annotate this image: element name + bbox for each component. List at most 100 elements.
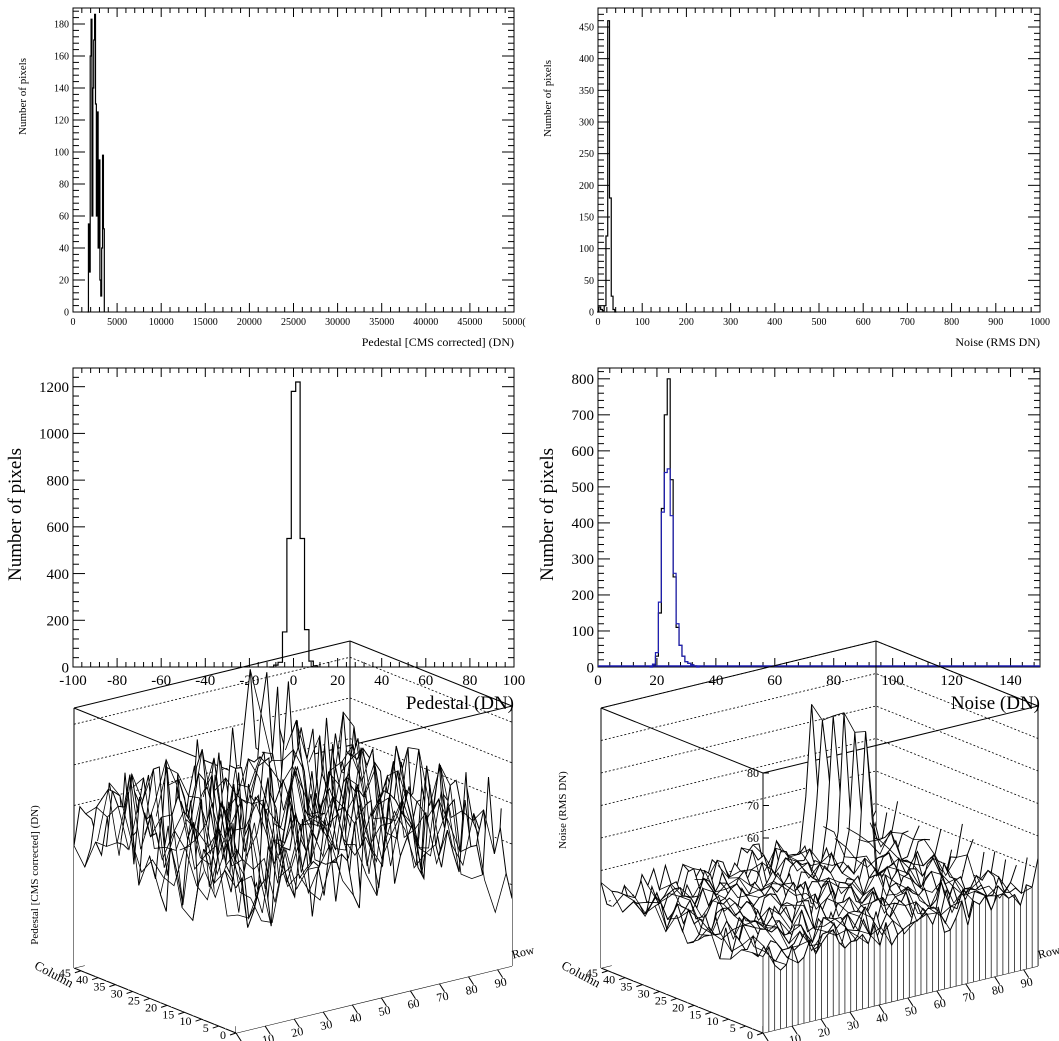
y-tick-label: 100 xyxy=(579,244,594,255)
x-tick-label: 900 xyxy=(988,317,1003,328)
x-tick-label: -100 xyxy=(59,673,87,689)
y-tick-label: 60 xyxy=(59,212,69,223)
row-tick-label: 90 xyxy=(1019,975,1034,991)
row-tick-label: 30 xyxy=(846,1017,861,1033)
surface-column-line xyxy=(776,840,939,923)
surface-column-line xyxy=(132,777,296,914)
column-tick-label: 0 xyxy=(747,1028,753,1041)
surface-column-line xyxy=(261,751,425,879)
row-tick xyxy=(994,976,1001,985)
column-tick xyxy=(756,1032,764,1036)
surface-column-line xyxy=(343,770,507,914)
z-gridline xyxy=(73,738,513,806)
row-tick xyxy=(907,997,914,1007)
y-tick-label: 700 xyxy=(572,408,595,424)
surface-column-line xyxy=(788,848,951,931)
row-tick xyxy=(467,976,475,985)
surface-row-fill xyxy=(236,777,512,1033)
surface-row-line xyxy=(719,851,996,959)
surface-column-line xyxy=(846,827,1010,901)
y-tick-label: 300 xyxy=(572,552,595,568)
row-tick-label: 90 xyxy=(493,975,508,991)
column-tick-label: 15 xyxy=(162,1007,174,1021)
z-tick-label: 60 xyxy=(747,831,759,845)
y-tick-label: 0 xyxy=(587,660,595,676)
row-tick-label: 70 xyxy=(435,989,450,1005)
chart-pedestal-map: -15-10-505100102030405060708090051015202… xyxy=(29,640,536,1041)
column-tick xyxy=(74,970,82,974)
column-tick xyxy=(195,1018,202,1022)
chart-pedestal-raw: 0 5000 10000 15000 20000 25000 30000 35000 40000… xyxy=(17,7,526,349)
surface-column-line xyxy=(636,893,799,964)
y-tick-label: 140 xyxy=(54,84,69,95)
row-tick-label: 0 xyxy=(762,1039,771,1041)
column-tick-label: 5 xyxy=(730,1021,736,1035)
surface-column-line xyxy=(600,882,764,960)
column-tick xyxy=(601,970,609,974)
chart-noise-map: 1020304050607080010203040506070809005101… xyxy=(557,640,1059,1041)
x-tick-label: 25000 xyxy=(281,317,306,328)
surface-column-line xyxy=(612,893,776,966)
surface-column-line xyxy=(238,756,401,888)
x-tick-label: 100 xyxy=(881,673,904,689)
x-tick-label: 20000 xyxy=(237,317,262,328)
x-tick-label: 20 xyxy=(330,673,345,689)
y-tick-label: 400 xyxy=(579,54,594,65)
y-tick-label: 300 xyxy=(579,118,594,129)
surface-row-fill xyxy=(763,858,1038,1033)
x-tick-label: 40 xyxy=(374,673,389,689)
column-tick-label: 0 xyxy=(220,1028,226,1041)
surface-column-line xyxy=(214,757,378,896)
y-tick-label: 100 xyxy=(572,624,595,640)
x-tick-label: 10000 xyxy=(149,317,174,328)
row-tick-label: 60 xyxy=(406,996,421,1012)
column-tick-label: 40 xyxy=(76,973,88,987)
chart-noise-raw: 0 100 200 300 400 500 600 700 800 900 1000 0 50 100 15… xyxy=(542,7,1050,349)
y-tick-label: 600 xyxy=(47,520,70,536)
y-tick-label: 350 xyxy=(579,86,594,97)
surface-column-line xyxy=(97,774,260,919)
surface-column-line xyxy=(741,847,904,936)
x-tick-label: 0 xyxy=(71,317,76,328)
row-tick xyxy=(878,1004,885,1014)
surface-column-line xyxy=(273,766,436,869)
x-tick-label: 600 xyxy=(856,317,871,328)
y-tick-label: 50 xyxy=(584,276,594,287)
y-tick-label: 40 xyxy=(59,244,69,255)
y-tick-label: 800 xyxy=(47,473,70,489)
y-tick-label: 80 xyxy=(59,180,69,191)
back-top-edge xyxy=(73,640,351,709)
y-axis-label: Number of pixels xyxy=(5,448,26,581)
column-tick xyxy=(178,1011,185,1015)
surface-column-line xyxy=(85,796,249,928)
surface-column-line xyxy=(202,757,366,879)
x-tick-label: 5000 xyxy=(107,317,127,328)
surface-column-line xyxy=(694,879,857,941)
y-tick-label: 0 xyxy=(64,308,69,319)
row-tick-label: 50 xyxy=(377,1003,392,1019)
x-tick-label: -80 xyxy=(107,673,127,689)
column-tick-label: 35 xyxy=(620,980,632,994)
row-tick-label: 60 xyxy=(933,996,948,1012)
column-tick-label: 10 xyxy=(180,1014,192,1028)
surface-column-line xyxy=(226,757,389,869)
y-tick-label: 0 xyxy=(62,660,70,676)
y-tick-label: 120 xyxy=(54,116,69,127)
y-tick-label: 450 xyxy=(579,23,594,34)
column-tick-label: 30 xyxy=(111,987,123,1001)
y-tick-label: 400 xyxy=(47,567,70,583)
surface-column-line xyxy=(308,734,472,853)
row-tick-label: 70 xyxy=(961,989,976,1005)
column-tick-label: 20 xyxy=(145,1000,157,1014)
row-tick-label: 40 xyxy=(875,1010,890,1026)
x-tick-label: -60 xyxy=(151,673,171,689)
y-tick-label: 200 xyxy=(47,614,70,630)
column-axis-label: Column xyxy=(32,958,76,991)
y-tick-label: 0 xyxy=(589,308,594,319)
row-tick-label: 10 xyxy=(261,1031,276,1041)
x-tick-label: 20 xyxy=(649,673,664,689)
column-tick xyxy=(160,1004,168,1008)
row-axis-label: Row xyxy=(1036,943,1059,962)
column-tick xyxy=(670,997,677,1001)
x-tick-label: 200 xyxy=(679,317,694,328)
